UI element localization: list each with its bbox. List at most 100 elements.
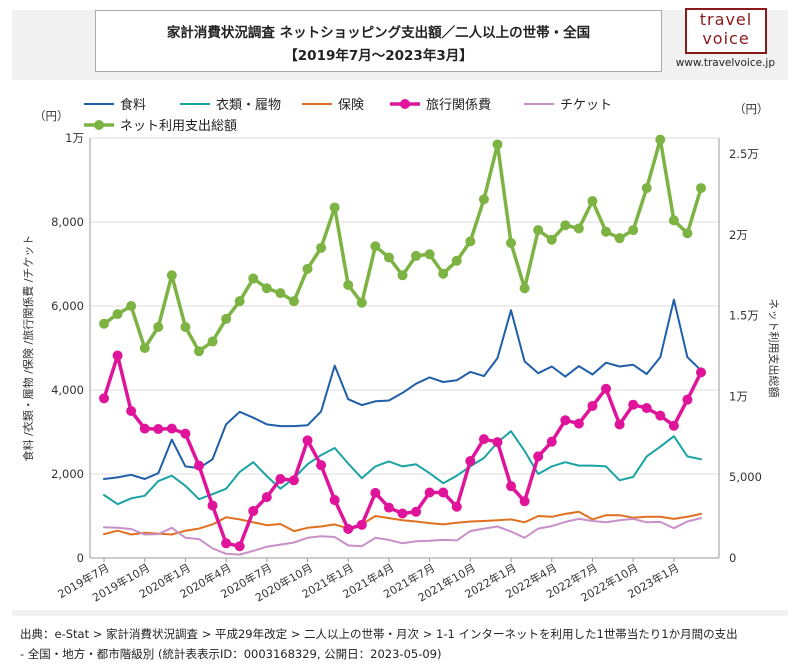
- data-point-5: [655, 134, 666, 145]
- data-point-5: [546, 234, 557, 245]
- data-point-5: [492, 139, 503, 150]
- data-point-5: [641, 183, 652, 194]
- data-point-5: [465, 236, 476, 247]
- line-chart: 0 2,000 4,000 6,000 8,000 1万 0 5,000 1万 1.5万 2万 2.5…: [21, 97, 781, 605]
- data-point-3: [533, 451, 544, 462]
- data-point-3: [492, 437, 503, 448]
- data-point-3: [668, 420, 679, 431]
- y-left-unit-label: （円）: [34, 109, 69, 123]
- series-line-5: [102, 137, 703, 353]
- data-point-3: [99, 393, 109, 404]
- data-point-5: [234, 296, 245, 307]
- data-point-3: [139, 423, 150, 434]
- data-point-5: [682, 228, 693, 239]
- data-point-3: [478, 434, 489, 445]
- y-right-tick-label: 2万: [729, 228, 748, 242]
- data-point-3: [180, 428, 191, 439]
- data-point-3: [506, 481, 517, 492]
- data-point-3: [641, 403, 652, 414]
- data-point-5: [180, 322, 191, 332]
- data-point-5: [207, 336, 218, 347]
- logo-word-travel: travel: [699, 10, 753, 29]
- data-point-3: [411, 506, 422, 517]
- data-point-3: [166, 423, 177, 434]
- data-point-5: [112, 309, 123, 320]
- y-right-tick-label: 1.5万: [729, 309, 759, 323]
- series-line-2: [103, 510, 702, 536]
- data-point-5: [139, 343, 150, 353]
- data-point-3: [288, 475, 299, 486]
- logo-word-voice: voice: [702, 29, 750, 48]
- y-left-tick-label: 1万: [65, 131, 84, 145]
- data-point-3: [221, 538, 232, 549]
- data-point-5: [438, 268, 449, 279]
- chart-area: 0 2,000 4,000 6,000 8,000 1万 0 5,000 1万 1.5万 2万 2.5…: [12, 80, 788, 610]
- data-point-5: [356, 297, 367, 308]
- data-point-5: [628, 225, 639, 236]
- data-point-5: [126, 301, 137, 311]
- data-point-5: [424, 249, 435, 260]
- y-left-tick-label: 2,000: [51, 467, 84, 481]
- data-point-3: [261, 492, 272, 503]
- y-left-tick-label: 8,000: [51, 215, 84, 229]
- data-point-3: [573, 418, 584, 429]
- travelvoice-logo: travel voice: [685, 8, 767, 54]
- data-point-5: [275, 288, 286, 299]
- y-right-unit-label: （円）: [734, 102, 769, 116]
- data-point-5: [383, 252, 394, 263]
- data-point-5: [601, 226, 612, 237]
- data-point-3: [560, 415, 571, 426]
- data-point-5: [478, 194, 489, 205]
- data-point-5: [397, 270, 408, 281]
- y-left-axis-title: 食料 /衣類・履物 /保険 /旅行関係費 /チケット: [21, 235, 35, 462]
- data-point-3: [329, 495, 340, 506]
- data-point-3: [153, 424, 164, 435]
- legend-label: チケット: [560, 98, 612, 113]
- data-point-3: [316, 460, 327, 471]
- legend-marker: [94, 120, 104, 130]
- data-point-5: [153, 322, 164, 332]
- data-point-5: [302, 263, 313, 274]
- data-point-3: [193, 460, 204, 471]
- data-point-5: [99, 318, 109, 329]
- data-point-3: [207, 500, 218, 511]
- data-point-5: [193, 346, 204, 357]
- data-point-5: [587, 196, 598, 206]
- source-line-1: 出典：e-Stat > 家計消費状況調査 > 平成29年改定 > 二人以上の世帯…: [20, 627, 738, 641]
- chart-title: 家計消費状況調査 ネットショッピング支出額／二人以上の世帯・全国: [166, 25, 591, 41]
- y-left-tick-label: 6,000: [51, 299, 84, 313]
- legend-label: 衣類・履物: [216, 97, 281, 113]
- logo-url: www.travelvoice.jp: [675, 57, 775, 69]
- data-point-3: [424, 487, 435, 498]
- data-point-3: [438, 487, 449, 498]
- data-point-3: [696, 367, 706, 378]
- data-point-5: [166, 270, 177, 281]
- data-point-5: [343, 280, 354, 290]
- data-point-5: [451, 255, 462, 266]
- legend-label: 保険: [338, 98, 364, 113]
- data-point-3: [546, 436, 557, 447]
- y-right-tick-label: 2.5万: [729, 147, 759, 161]
- legend-marker: [400, 99, 410, 109]
- y-right-axis-title: ネット利用支出総額: [767, 299, 781, 398]
- data-point-3: [234, 541, 245, 552]
- legend-label: ネット利用支出総額: [120, 119, 237, 134]
- data-point-3: [519, 496, 530, 507]
- data-point-5: [316, 242, 327, 253]
- data-point-3: [655, 410, 666, 421]
- data-point-3: [397, 508, 408, 519]
- data-point-5: [221, 313, 232, 324]
- source-line-2: - 全国・地方・都市階級別 (統計表表示ID：0003168329, 公開日：2…: [20, 647, 442, 661]
- data-point-5: [668, 215, 679, 226]
- data-point-5: [329, 202, 340, 213]
- chart-title-box: 家計消費状況調査 ネットショッピング支出額／二人以上の世帯・全国 【2019年7…: [95, 10, 662, 72]
- y-right-tick-label: 0: [729, 551, 736, 565]
- chart-subtitle: 【2019年7月〜2023年3月】: [284, 48, 473, 64]
- data-point-5: [261, 283, 272, 294]
- data-point-3: [383, 502, 394, 513]
- legend-label: 旅行関係費: [426, 98, 491, 113]
- data-point-3: [465, 455, 476, 466]
- data-point-3: [302, 435, 313, 446]
- data-point-3: [112, 350, 123, 361]
- data-point-3: [126, 406, 137, 416]
